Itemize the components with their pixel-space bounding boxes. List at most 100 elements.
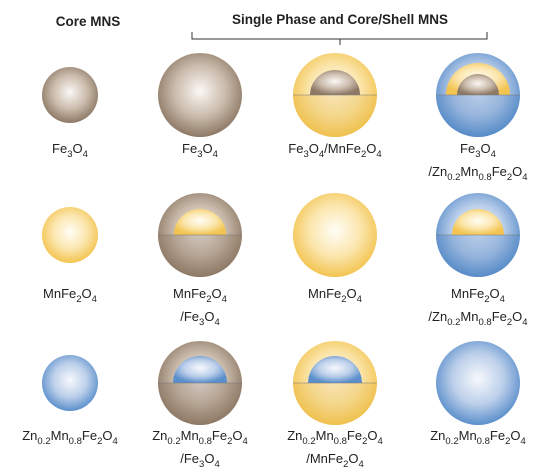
subscript: 0.2 [302, 436, 315, 447]
subscript: 4 [83, 149, 88, 160]
formula-label: Fe3O4 [182, 141, 218, 160]
formula-part: O [366, 141, 376, 156]
formula-label: /Fe3O4 [180, 309, 220, 328]
formula-part: Fe [492, 309, 507, 324]
cutaway-plane [158, 235, 242, 277]
subscript: 4 [522, 317, 527, 328]
subscript: 4 [222, 294, 227, 305]
formula-label: Zn0.2Mn0.8Fe2O4 [22, 428, 118, 447]
formula-part: O [309, 141, 319, 156]
subscript: 0.2 [37, 436, 50, 447]
formula-label: /Fe3O4 [180, 451, 220, 468]
subscript: 0.8 [478, 317, 491, 328]
formula-label: Zn0.2Mn0.8Fe2O4 [152, 428, 248, 447]
formula-part: Mn [459, 428, 477, 443]
formula-part: MnFe [43, 286, 76, 301]
formula-part: O [367, 428, 377, 443]
formula-part: O [347, 286, 357, 301]
formula-part: O [204, 309, 214, 324]
formula-label: Zn0.2Mn0.8Fe2O4 [430, 428, 526, 447]
formula-label: Fe3O4 [52, 141, 88, 160]
formula-part: Fe [490, 428, 505, 443]
formula-part: Fe [347, 428, 362, 443]
formula-label: Fe3O4 [460, 141, 496, 160]
subscript: 4 [112, 436, 117, 447]
formula-part: O [203, 141, 213, 156]
formula-part: Zn [152, 428, 167, 443]
formula-label: MnFe2O4 [173, 286, 227, 305]
formula-part: MnFe [173, 286, 206, 301]
formula-part: Zn [287, 428, 302, 443]
formula-part: O [481, 141, 491, 156]
subscript: 4 [491, 149, 496, 160]
formula-part: Mn [181, 428, 199, 443]
cutaway-plane [293, 95, 377, 137]
subscript: 0.2 [447, 172, 460, 183]
cutaway-plane [436, 235, 520, 277]
cutaway-plane [293, 383, 377, 425]
formula-part: O [348, 451, 358, 466]
formula-part: /Fe [180, 309, 199, 324]
formula-part: Fe [182, 141, 197, 156]
subscript: 4 [520, 436, 525, 447]
subscript: 4 [242, 436, 247, 447]
formula-part: O [73, 141, 83, 156]
formula-label: MnFe2O4 [308, 286, 362, 305]
formula-part: /MnFe [306, 451, 343, 466]
formula-part: Fe [460, 141, 475, 156]
formula-label: MnFe2O4 [43, 286, 97, 305]
shell-title: Single Phase and Core/Shell MNS [232, 12, 448, 27]
subscript: 4 [358, 459, 363, 468]
formula-part: Fe [52, 141, 67, 156]
subscript: 0.8 [69, 436, 82, 447]
formula-part: O [212, 286, 222, 301]
subscript: 4 [377, 436, 382, 447]
formula-part: O [512, 164, 522, 179]
formula-part: O [204, 451, 214, 466]
diagram: Core MNS Single Phase and Core/Shell MNS… [0, 0, 546, 468]
subscript: 0.2 [447, 317, 460, 328]
subscript: 0.2 [167, 436, 180, 447]
formula-part: Zn [22, 428, 37, 443]
bracket [192, 32, 487, 45]
subscript: 4 [357, 294, 362, 305]
cutaway-plane [436, 95, 520, 137]
sphere [293, 193, 377, 277]
subscript: 0.8 [478, 172, 491, 183]
subscript: 0.8 [199, 436, 212, 447]
formula-label: Fe3O4/MnFe2O4 [288, 141, 381, 160]
subscript: 4 [214, 317, 219, 328]
formula-part: Mn [460, 164, 478, 179]
formula-part: O [102, 428, 112, 443]
formula-part: Fe [492, 164, 507, 179]
formula-part: Fe [82, 428, 97, 443]
core-title: Core MNS [56, 14, 121, 29]
sphere [42, 355, 98, 411]
formula-label: /Zn0.2Mn0.8Fe2O4 [428, 164, 527, 183]
formula-part: Fe [212, 428, 227, 443]
formula-part: /MnFe [324, 141, 361, 156]
formula-label: /Zn0.2Mn0.8Fe2O4 [428, 309, 527, 328]
cutaway-plane [158, 383, 242, 425]
formula-part: O [490, 286, 500, 301]
subscript: 4 [522, 172, 527, 183]
formula-part: O [82, 286, 92, 301]
subscript: 0.8 [477, 436, 490, 447]
subscript: 4 [500, 294, 505, 305]
formula-part: /Zn [428, 164, 447, 179]
formula-part: O [232, 428, 242, 443]
formula-label: Zn0.2Mn0.8Fe2O4 [287, 428, 383, 447]
subscript: 4 [376, 149, 381, 160]
formula-part: O [510, 428, 520, 443]
formula-part: Mn [460, 309, 478, 324]
formula-label: /MnFe2O4 [306, 451, 364, 468]
subscript: 4 [213, 149, 218, 160]
formula-part: Zn [430, 428, 445, 443]
sphere [42, 207, 98, 263]
sphere [42, 67, 98, 123]
formula-part: O [512, 309, 522, 324]
subscript: 0.8 [334, 436, 347, 447]
formula-part: Fe [288, 141, 303, 156]
subscript: 0.2 [445, 436, 458, 447]
